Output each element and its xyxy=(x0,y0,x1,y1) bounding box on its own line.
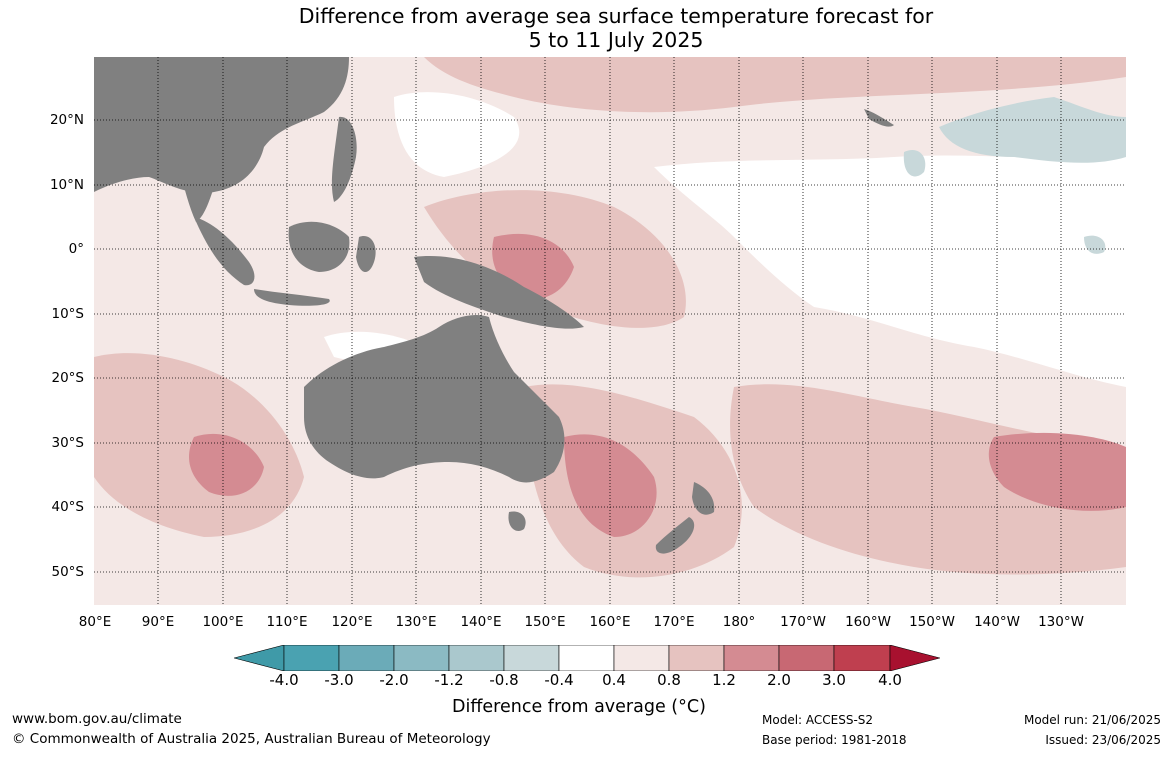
lon-label-170w: 170°W xyxy=(780,614,826,630)
map-title: Difference from average sea surface temp… xyxy=(0,4,1173,52)
colorbar-tick-3: 3.0 xyxy=(822,671,846,689)
lat-label-30s: 30°S xyxy=(51,435,85,451)
lat-label-10s: 10°S xyxy=(51,306,85,322)
new-zealand-north-island xyxy=(692,482,715,515)
colorbar-segment-9 xyxy=(723,645,780,671)
lon-label-100e: 100°E xyxy=(202,614,244,630)
lon-label-80e: 80°E xyxy=(78,614,112,630)
lon-label-160e: 160°E xyxy=(589,614,631,630)
graticule xyxy=(94,57,1126,605)
philippines-islands xyxy=(331,116,357,202)
anomaly-band-north xyxy=(424,57,1126,113)
new-zealand-south-island xyxy=(655,517,695,554)
model-run-date: Model run: 21/06/2025 xyxy=(1023,713,1161,727)
colorbar-segment-1 xyxy=(283,645,340,671)
lon-label-110e: 110°E xyxy=(266,614,308,630)
colorbar-arrow-low xyxy=(234,645,285,671)
neutral-region-north-pacific xyxy=(654,155,1126,387)
issued-date: Issued: 23/06/2025 xyxy=(1045,733,1161,747)
warm-patch-south-pacific-core xyxy=(988,432,1126,511)
colorbar-tick-0-8: 0.8 xyxy=(657,671,681,689)
lon-label-90e: 90°E xyxy=(141,614,175,630)
colorbar-tick-2: 2.0 xyxy=(767,671,791,689)
colorbar-segment-6 xyxy=(558,645,615,671)
sst-anomaly-map xyxy=(94,57,1126,605)
colorbar-segment-7 xyxy=(613,645,670,671)
lon-label-120e: 120°E xyxy=(331,614,373,630)
tasmania-island xyxy=(508,511,526,532)
lat-label-40s: 40°S xyxy=(51,499,85,515)
colorbar-tick-minus-2: -2.0 xyxy=(379,671,409,689)
colorbar-tick-4: 4.0 xyxy=(878,671,902,689)
base-period: Base period: 1981-2018 xyxy=(762,733,907,747)
lon-label-140e: 140°E xyxy=(460,614,502,630)
colorbar-tick-minus-1-2: -1.2 xyxy=(434,671,464,689)
indochina-peninsula xyxy=(168,115,222,222)
colorbar-segment-3 xyxy=(393,645,450,671)
lat-label-50s: 50°S xyxy=(51,564,85,580)
warm-patch-indian-core xyxy=(189,433,264,496)
colorbar-tick-minus-0-8: -0.8 xyxy=(489,671,519,689)
colorbar-title: Difference from average (°C) xyxy=(452,697,706,717)
warm-patch-southwest-pacific xyxy=(730,384,1126,575)
model-name: Model: ACCESS-S2 xyxy=(762,713,874,727)
new-guinea-island xyxy=(414,256,584,329)
warm-patch-tasman-core xyxy=(564,434,657,537)
sumatra-island xyxy=(194,217,255,286)
colorbar-segment-5 xyxy=(503,645,560,671)
colorbar-segment-8 xyxy=(668,645,725,671)
colorbar-tick-0-4: 0.4 xyxy=(602,671,626,689)
colorbar-segment-4 xyxy=(448,645,505,671)
copyright-notice: © Commonwealth of Australia 2025, Austra… xyxy=(12,731,491,747)
colorbar-tick-minus-0-4: -0.4 xyxy=(544,671,574,689)
map-title-line2: 5 to 11 July 2025 xyxy=(528,28,704,52)
colorbar-tick-1-2: 1.2 xyxy=(712,671,736,689)
colorbar-tick-minus-4: -4.0 xyxy=(269,671,299,689)
colorbar-arrow-high xyxy=(889,645,940,671)
borneo-island xyxy=(288,221,350,272)
lon-label-150e: 150°E xyxy=(524,614,566,630)
sulawesi-island xyxy=(356,236,376,273)
map-title-line1: Difference from average sea surface temp… xyxy=(298,4,934,28)
lon-label-140w: 140°W xyxy=(974,614,1020,630)
website-link[interactable]: www.bom.gov.au/climate xyxy=(12,711,182,727)
lon-label-130e: 130°E xyxy=(395,614,437,630)
lon-label-180: 180° xyxy=(722,614,756,630)
neutral-region-west-pacific xyxy=(394,92,520,177)
colorbar-tick-minus-3: -3.0 xyxy=(324,671,354,689)
cool-patch-hawaii-east xyxy=(903,149,926,177)
lat-label-equator: 0° xyxy=(68,241,84,257)
colorbar-segment-2 xyxy=(338,645,395,671)
colorbar-segment-10 xyxy=(778,645,835,671)
lat-label-20n: 20°N xyxy=(49,112,84,128)
colorbar xyxy=(234,645,940,671)
lon-label-130w: 130°W xyxy=(1038,614,1084,630)
lat-label-20s: 20°S xyxy=(51,370,85,386)
java-island xyxy=(254,289,330,306)
cool-patch-northeast-pacific xyxy=(939,97,1126,163)
lat-label-10n: 10°N xyxy=(49,177,84,193)
lon-label-160w: 160°W xyxy=(845,614,891,630)
lon-label-150w: 150°W xyxy=(909,614,955,630)
lon-label-170e: 170°E xyxy=(653,614,695,630)
australia-landmass xyxy=(304,315,565,483)
hawaii-islands xyxy=(864,109,894,127)
colorbar-segment-11 xyxy=(833,645,891,671)
